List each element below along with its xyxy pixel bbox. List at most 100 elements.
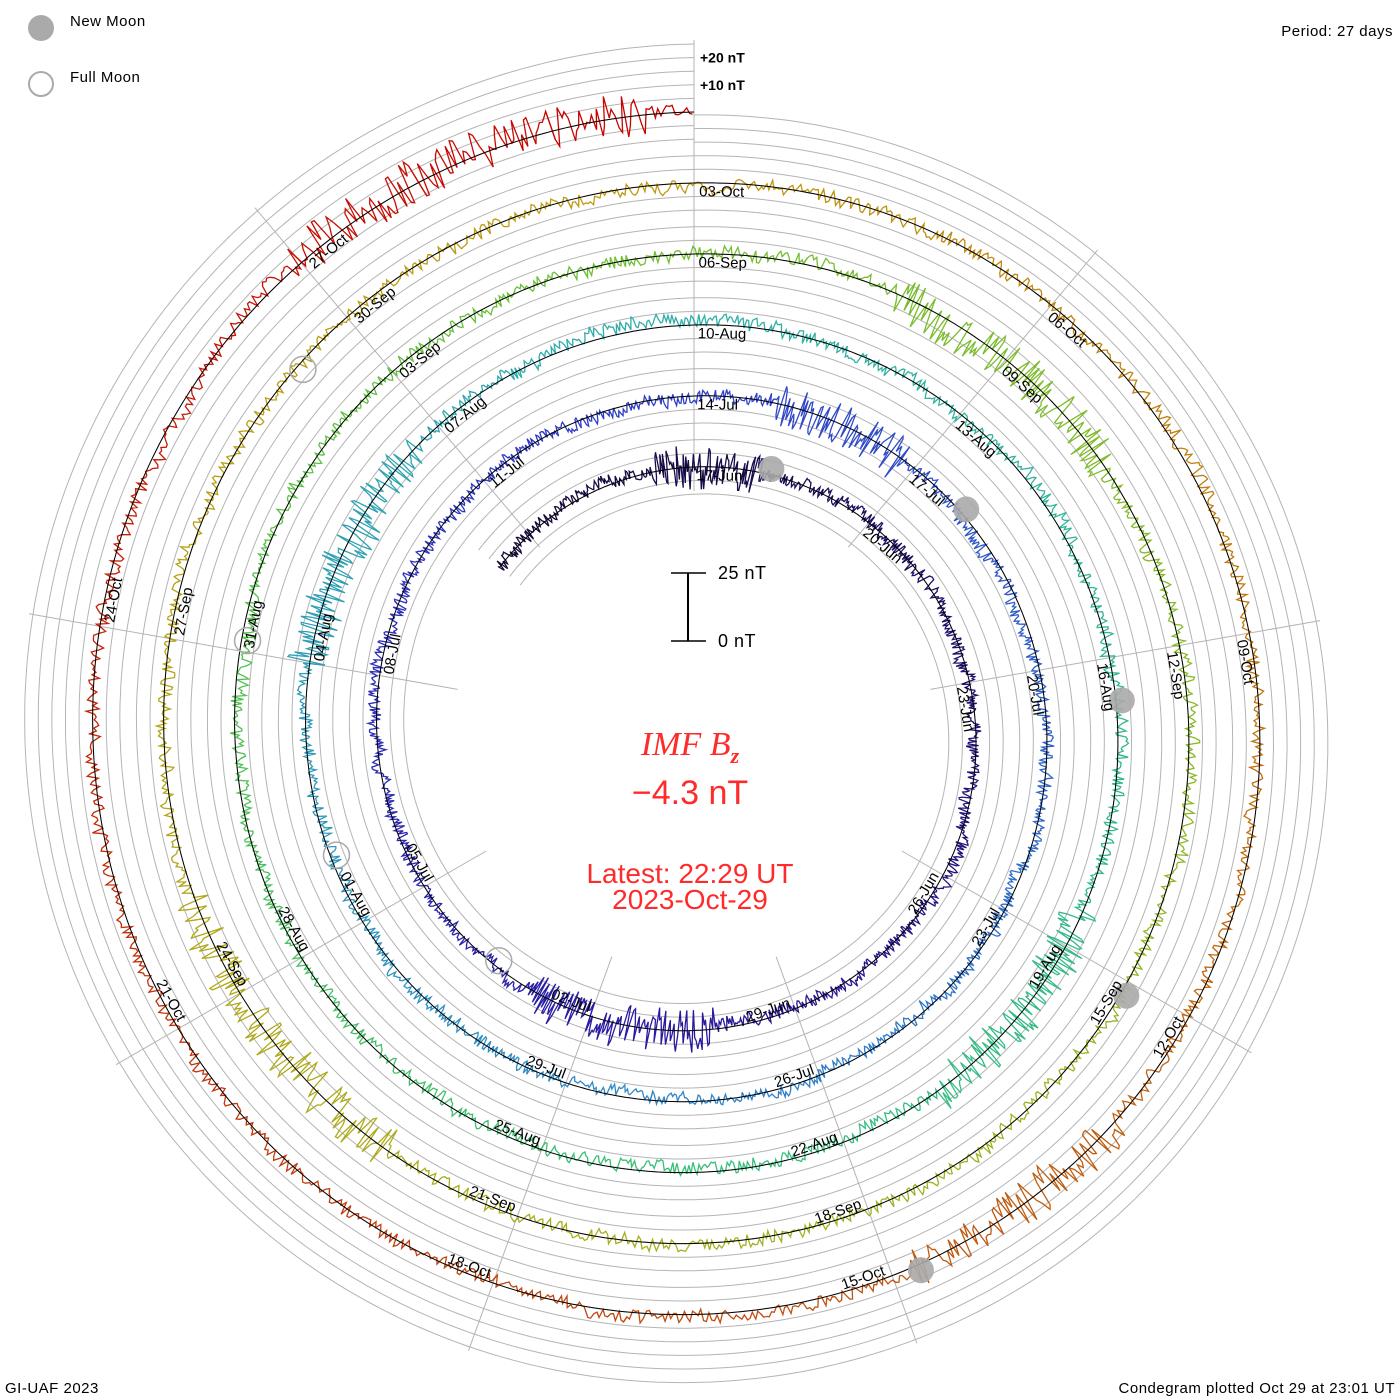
bz-trace-segment <box>940 231 1056 308</box>
date-label: 20-Jul <box>1023 673 1046 716</box>
bz-trace-segment <box>1002 935 1083 1042</box>
bz-trace-segment <box>224 988 329 1097</box>
bz-trace-segment <box>522 976 596 1032</box>
bz-trace-segment <box>85 763 123 905</box>
date-label: 09-Oct <box>1233 639 1257 687</box>
radial-spoke <box>847 249 1098 548</box>
center-title: IMF Bz <box>490 726 890 769</box>
bz-trace-segment <box>1031 749 1055 835</box>
bz-trace-segment <box>1172 644 1201 762</box>
bz-trace-segment <box>877 360 958 422</box>
bz-trace-segment <box>263 1133 372 1227</box>
bz-trace-segment <box>393 535 437 605</box>
bz-trace-segment <box>998 832 1043 912</box>
bz-trace-segment <box>564 1075 654 1105</box>
bz-trace-segment <box>492 1273 628 1323</box>
bz-trace-segment <box>413 988 492 1051</box>
bz-trace-segment <box>392 818 428 887</box>
bz-trace-segment <box>565 180 696 211</box>
date-label: 18-Sep <box>812 1196 863 1228</box>
bz-trace-segment <box>817 1031 895 1083</box>
date-label: 24-Oct <box>101 575 126 623</box>
full-moon-marker <box>322 841 351 869</box>
footer-plotted-time: Condegram plotted Oct 29 at 23:01 UT <box>1118 1380 1395 1397</box>
bz-trace-segment <box>1100 754 1129 857</box>
date-label: 11-Jul <box>486 453 527 491</box>
bz-trace-segment <box>301 752 334 843</box>
bz-trace-segment <box>618 391 696 418</box>
bz-trace-segment <box>903 283 1009 372</box>
bz-trace-segment <box>1244 631 1267 767</box>
bz-trace-segment <box>255 860 304 960</box>
new-moon-marker <box>953 496 980 523</box>
bz-trace-segment <box>513 1213 636 1248</box>
full-moon-marker <box>289 355 317 384</box>
bz-trace-segment <box>1005 591 1043 672</box>
bz-trace-segment <box>649 1089 739 1107</box>
date-label: 02-Jul <box>549 986 593 1016</box>
bz-trace-segment <box>371 747 400 821</box>
bz-trace-segment <box>868 1153 980 1217</box>
new-moon-marker <box>907 1257 934 1284</box>
date-label: 06-Sep <box>698 254 747 271</box>
date-label: 05-Jul <box>402 841 437 885</box>
bz-trace-segment <box>812 484 876 524</box>
bz-trace-segment <box>692 313 791 341</box>
bz-trace-segment <box>818 187 945 242</box>
bz-trace-segment <box>406 1159 519 1223</box>
date-label: 06-Oct <box>1044 309 1090 352</box>
bz-trace-segment <box>154 635 177 764</box>
bz-trace-segment <box>856 925 907 981</box>
bz-trace-segment <box>407 109 556 197</box>
bz-trace-segment <box>1029 476 1084 567</box>
bz-trace-segment <box>574 469 634 502</box>
bz-trace-segment <box>496 530 534 571</box>
bz-trace-segment <box>692 177 825 201</box>
bz-trace-segment <box>957 745 980 815</box>
bz-trace-segment <box>1112 1013 1192 1137</box>
date-label: 10-Aug <box>698 325 747 342</box>
bz-trace-segment <box>1001 1128 1126 1224</box>
bz-trace-segment <box>94 488 143 629</box>
bz-trace-segment <box>305 1085 412 1168</box>
footer-credit: GI-UAF 2023 <box>5 1380 99 1397</box>
bz-trace-segment <box>1046 853 1111 950</box>
bz-trace-segment <box>525 494 579 540</box>
bz-trace-segment <box>954 412 1036 481</box>
bz-trace-segment <box>544 96 693 149</box>
bz-trace-segment <box>963 526 1017 596</box>
date-label: 16-Aug <box>1093 662 1118 713</box>
date-label: 17-Jun <box>696 467 742 484</box>
bz-trace-segment <box>159 760 188 887</box>
grid-spiral-outer <box>51 70 1302 1356</box>
bz-trace-segment <box>1235 761 1265 896</box>
bz-trace-segment <box>1137 532 1188 648</box>
center-title-subscript: z <box>730 742 740 768</box>
date-label: 29-Jun <box>744 995 793 1026</box>
bz-trace-segment <box>931 1025 1023 1109</box>
bz-trace-segment <box>1031 669 1055 754</box>
bz-trace-segment <box>287 160 428 268</box>
bz-trace-segment <box>752 1207 872 1248</box>
bz-trace-segment <box>510 326 602 379</box>
bz-trace-segment <box>912 467 969 531</box>
date-label: 18-Oct <box>445 1250 494 1282</box>
grid-spiral <box>105 125 1247 1302</box>
bz-trace-segment <box>631 446 696 490</box>
bz-trace-segment <box>261 318 351 413</box>
bz-trace-segment <box>890 976 961 1035</box>
date-label: 08-Jul <box>380 632 404 675</box>
scale-bar-top-label: 25 nT <box>718 563 767 583</box>
bz-trace-segment <box>83 623 107 769</box>
bz-trace-segment <box>726 1002 797 1027</box>
radial-spoke <box>901 850 1252 1054</box>
radial-spoke <box>930 620 1321 690</box>
bz-trace-segment <box>598 312 696 341</box>
bz-trace-segment <box>692 448 761 493</box>
bz-trace-segment <box>286 572 349 666</box>
bz-trace-segment <box>622 1307 765 1325</box>
bz-trace-segment <box>198 407 265 520</box>
date-label: 14-Jul <box>697 396 738 413</box>
bz-trace-segment <box>322 840 370 922</box>
